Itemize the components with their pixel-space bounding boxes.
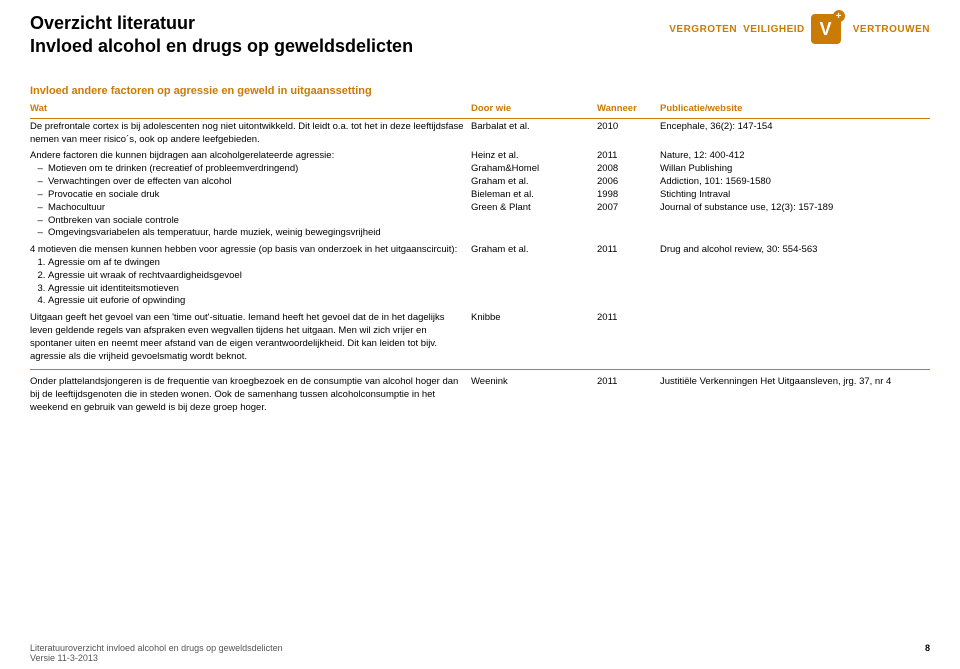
cell-wanneer: 2010 <box>597 118 660 148</box>
table-row: Andere factoren die kunnen bijdragen aan… <box>30 148 930 242</box>
cell-wanneer: 2011 <box>597 310 660 370</box>
table-row: Onder plattelandsjongeren is de frequent… <box>30 370 930 417</box>
cell-door: Weenink <box>471 370 597 417</box>
footer-line-1: Literatuuroverzicht invloed alcohol en d… <box>30 643 283 653</box>
footer-line-2: Versie 11-3-2013 <box>30 653 98 663</box>
brand-v-icon: V + <box>811 14 841 44</box>
table-row: Uitgaan geeft het gevoel van een 'time o… <box>30 310 930 370</box>
cell-wanneer: 2011 <box>597 370 660 417</box>
col-header-publicatie: Publicatie/website <box>660 101 930 118</box>
page-number: 8 <box>925 643 930 663</box>
col-header-wanneer: Wanneer <box>597 101 660 118</box>
list-item: Machocultuur <box>48 202 467 215</box>
brand-plus-icon: + <box>833 10 845 22</box>
brand-block: VERGROTEN VEILIGHEID V + VERTROUWEN <box>669 14 930 44</box>
cell-wat: 4 motieven die mensen kunnen hebben voor… <box>30 242 471 310</box>
cell-door: Barbalat et al. <box>471 118 597 148</box>
cell-wat: Uitgaan geeft het gevoel van een 'time o… <box>30 310 471 370</box>
cell-pub <box>660 310 930 370</box>
col-header-door-wie: Door wie <box>471 101 597 118</box>
cell-pub: Drug and alcohol review, 30: 554-563 <box>660 242 930 310</box>
section-title: Invloed andere factoren op agressie en g… <box>30 85 930 97</box>
brand-word-1: VERGROTEN <box>669 24 737 35</box>
col-header-wat: Wat <box>30 101 471 118</box>
list-item: Omgevingsvariabelen als temperatuur, har… <box>48 227 467 240</box>
list-item: Agressie om af te dwingen <box>48 257 467 270</box>
list-item: Agressie uit euforie of opwinding <box>48 295 467 308</box>
cell-door: Knibbe <box>471 310 597 370</box>
title-line-2: Invloed alcohol en drugs op geweldsdelic… <box>30 36 413 56</box>
list-item: Ontbreken van sociale controle <box>48 215 467 228</box>
list-item: Verwachtingen over de effecten van alcoh… <box>48 176 467 189</box>
title-line-1: Overzicht literatuur <box>30 13 195 33</box>
cell-door: Graham et al. <box>471 242 597 310</box>
cell-wat: Onder plattelandsjongeren is de frequent… <box>30 370 471 417</box>
cell-pub: Justitiële Verkenningen Het Uitgaansleve… <box>660 370 930 417</box>
table-row: De prefrontale cortex is bij adolescente… <box>30 118 930 148</box>
list-item: Agressie uit wraak of rechtvaardigheidsg… <box>48 270 467 283</box>
cell-pub: Nature, 12: 400-412 Willan Publishing Ad… <box>660 148 930 242</box>
list-item: Motieven om te drinken (recreatief of pr… <box>48 163 467 176</box>
cell-wanneer: 2011 2008 2006 1998 2007 <box>597 148 660 242</box>
cell-wat: Andere factoren die kunnen bijdragen aan… <box>30 148 471 242</box>
list-item: Agressie uit identiteitsmotieven <box>48 283 467 296</box>
brand-word-3: VERTROUWEN <box>853 24 930 35</box>
table-row: 4 motieven die mensen kunnen hebben voor… <box>30 242 930 310</box>
literature-table: Wat Door wie Wanneer Publicatie/website … <box>30 101 930 417</box>
cell-wanneer: 2011 <box>597 242 660 310</box>
page-footer: Literatuuroverzicht invloed alcohol en d… <box>30 643 930 663</box>
brand-word-2: VEILIGHEID <box>743 24 805 35</box>
cell-pub: Encephale, 36(2): 147-154 <box>660 118 930 148</box>
cell-door: Heinz et al. Graham&Homel Graham et al. … <box>471 148 597 242</box>
list-item: Provocatie en sociale druk <box>48 189 467 202</box>
cell-wat: De prefrontale cortex is bij adolescente… <box>30 118 471 148</box>
